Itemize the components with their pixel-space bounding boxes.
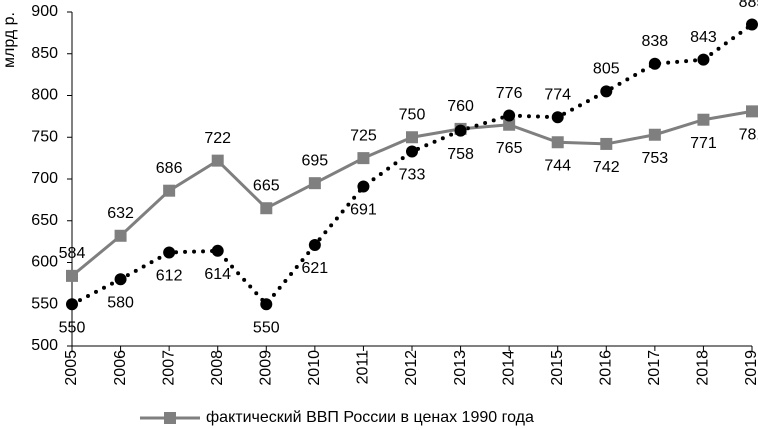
- y-tick-label: 500: [31, 337, 58, 354]
- marker: [746, 105, 758, 118]
- data-label: 725: [350, 127, 377, 144]
- marker: [648, 128, 661, 141]
- data-label: 621: [302, 260, 329, 277]
- x-tick-label: 2012: [403, 350, 420, 386]
- data-label: 686: [156, 160, 183, 177]
- x-tick-label: 2008: [209, 350, 226, 386]
- marker: [66, 298, 78, 311]
- data-label: 750: [399, 106, 426, 123]
- x-tick-label: 2016: [598, 350, 615, 386]
- legend-label: фактический ВВП России в ценах 1990 года: [206, 409, 534, 426]
- x-tick-label: 2005: [63, 350, 80, 386]
- data-label: 758: [447, 146, 474, 163]
- data-label: 753: [642, 150, 669, 167]
- marker: [697, 53, 710, 66]
- marker: [697, 113, 710, 126]
- x-tick-label: 2013: [452, 350, 469, 386]
- data-label: 695: [302, 152, 329, 169]
- marker: [551, 136, 564, 149]
- y-tick-label: 900: [31, 3, 58, 20]
- series-line: [70, 22, 754, 308]
- data-label: 760: [447, 98, 474, 115]
- data-label: 614: [204, 266, 231, 283]
- legend-marker: [164, 412, 176, 424]
- marker: [454, 124, 467, 137]
- marker: [503, 118, 516, 131]
- y-tick-label: 850: [31, 45, 58, 62]
- x-tick-label: 2018: [695, 350, 712, 386]
- data-label: 612: [156, 268, 183, 285]
- x-tick-label: 2009: [258, 350, 275, 386]
- y-tick-label: 700: [31, 170, 58, 187]
- marker: [357, 152, 370, 165]
- data-label: 665: [253, 177, 280, 194]
- y-tick-label: 550: [31, 295, 58, 312]
- marker: [114, 273, 127, 286]
- marker: [648, 57, 661, 70]
- marker: [211, 244, 224, 257]
- data-label: 550: [59, 319, 86, 336]
- x-tick-label: 2017: [646, 350, 663, 386]
- data-label: 838: [642, 33, 669, 50]
- marker: [357, 180, 370, 193]
- x-tick-label: 2011: [355, 350, 372, 385]
- data-label: 550: [253, 319, 280, 336]
- data-label: 765: [496, 140, 523, 157]
- marker: [163, 246, 176, 259]
- x-tick-label: 2014: [500, 350, 517, 386]
- y-tick-label: 750: [31, 128, 58, 145]
- x-tick-label: 2010: [306, 350, 323, 386]
- marker: [308, 238, 321, 251]
- data-label: 744: [544, 157, 571, 174]
- marker: [406, 145, 418, 158]
- marker: [600, 85, 613, 98]
- data-label: 805: [593, 61, 620, 78]
- marker: [260, 298, 273, 311]
- x-tick-label: 2007: [160, 350, 177, 386]
- y-tick-label: 650: [31, 212, 58, 229]
- marker: [600, 137, 613, 150]
- data-label: 885: [739, 0, 758, 11]
- data-label: 691: [350, 202, 377, 219]
- data-label: 632: [107, 205, 134, 222]
- data-label: 742: [593, 159, 620, 176]
- y-tick-label: 800: [31, 87, 58, 104]
- data-label: 580: [107, 294, 134, 311]
- marker: [211, 154, 224, 167]
- data-label: 843: [690, 29, 717, 46]
- y-axis-label: млрд р.: [1, 12, 18, 68]
- marker: [260, 202, 273, 215]
- data-label: 776: [496, 85, 523, 102]
- data-label: 584: [59, 245, 86, 262]
- marker: [66, 269, 78, 282]
- data-label: 774: [544, 86, 571, 103]
- data-label: 771: [690, 135, 717, 152]
- x-tick-label: 2019: [743, 350, 758, 386]
- x-tick-label: 2015: [549, 350, 566, 386]
- marker: [406, 131, 418, 144]
- data-label: 781: [739, 127, 758, 144]
- marker: [746, 18, 758, 31]
- x-tick-label: 2006: [112, 350, 129, 386]
- marker: [114, 229, 127, 242]
- y-tick-label: 600: [31, 254, 58, 271]
- data-label: 722: [204, 130, 231, 147]
- marker: [503, 109, 516, 122]
- marker: [163, 184, 176, 197]
- marker: [308, 177, 321, 190]
- data-label: 733: [399, 167, 426, 184]
- marker: [551, 111, 564, 124]
